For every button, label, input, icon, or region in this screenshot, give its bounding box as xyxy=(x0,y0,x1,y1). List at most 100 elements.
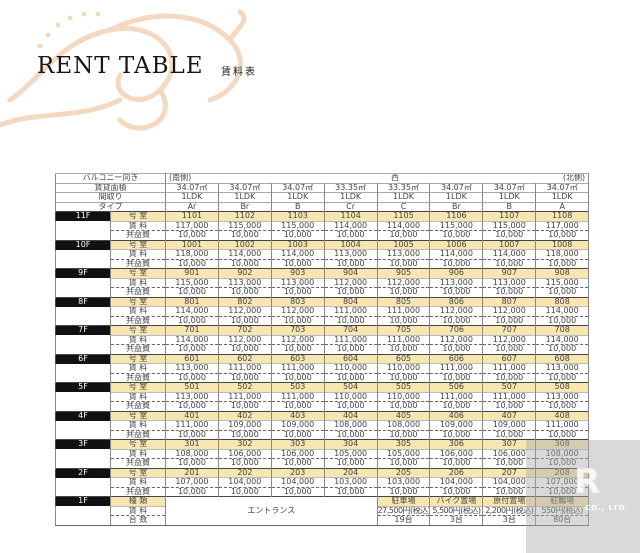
floor-label: 5F xyxy=(55,382,111,392)
type-value: A xyxy=(535,201,590,212)
kind-label: 種 類 xyxy=(110,496,166,506)
room-number: 704 xyxy=(323,325,378,335)
rent-value: 115,000 xyxy=(217,220,272,231)
parking-rent: 27,500円(税込) xyxy=(376,505,431,516)
room-number: 1006 xyxy=(429,239,484,250)
layout-value: 1LDK xyxy=(165,192,219,202)
fee-value: 10,000 xyxy=(323,458,378,468)
rent-value: 114,000 xyxy=(482,249,537,259)
rent-value: 105,000 xyxy=(376,448,431,459)
room-number: 505 xyxy=(376,382,431,392)
page-title: RENT TABLE xyxy=(37,53,204,79)
rent-value: 113,000 xyxy=(535,363,590,373)
page-subtitle: 賃料表 xyxy=(221,67,257,78)
floor-blank xyxy=(55,230,111,240)
fee-row: 共益費 10,000 10,000 10,000 10,000 10,000 10,000 1… xyxy=(55,486,590,497)
fee-value: 10,000 xyxy=(376,287,431,297)
fee-value: 10,000 xyxy=(482,258,537,269)
room-label: 号 室 xyxy=(110,239,166,250)
rent-table: バルコニー向き (南側) 西 (北側) 賃貸面積 34.07㎡ 34.07㎡ 34.07㎡ 33… xyxy=(55,173,590,526)
rent-value: 115,000 xyxy=(270,220,325,231)
fee-value: 10,000 xyxy=(217,287,272,297)
parking-kind: 駐車場 xyxy=(376,496,431,506)
room-number: 1001 xyxy=(165,239,219,250)
area-value: 33.35㎡ xyxy=(376,182,431,193)
type-value: Br xyxy=(217,201,272,212)
parking-rent: 5,500円(税込) xyxy=(429,505,484,516)
fee-row: 共益費 10,000 10,000 10,000 10,000 10,000 10,000 1… xyxy=(55,258,590,269)
parking-kind: バイク置場 xyxy=(429,496,484,506)
room-number: 503 xyxy=(270,382,325,392)
room-row: 6F 号 室 601 602 603 604 605 606 607 608 xyxy=(55,353,590,364)
floor-blank xyxy=(55,249,111,259)
room-number: 301 xyxy=(165,439,219,449)
room-number: 1106 xyxy=(429,211,484,221)
rent-value: 113,000 xyxy=(270,277,325,288)
room-number: 1004 xyxy=(323,239,378,250)
fee-value: 10,000 xyxy=(429,287,484,297)
fee-value: 10,000 xyxy=(323,287,378,297)
balcony-label: バルコニー向き xyxy=(55,173,166,183)
type-value: B xyxy=(482,201,537,212)
room-number: 707 xyxy=(482,325,537,335)
rent-value: 117,000 xyxy=(535,220,590,231)
rent-value: 111,000 xyxy=(270,363,325,373)
fee-value: 10,000 xyxy=(535,315,590,326)
fee-value: 10,000 xyxy=(217,230,272,240)
fee-value: 10,000 xyxy=(323,258,378,269)
layout-value: 1LDK xyxy=(217,192,272,202)
rent-label: 賃 料 xyxy=(110,363,166,373)
type-value: B xyxy=(270,201,325,212)
fee-value: 10,000 xyxy=(535,258,590,269)
room-number: 405 xyxy=(376,410,431,421)
room-number: 901 xyxy=(165,268,219,278)
fee-value: 10,000 xyxy=(323,486,378,497)
area-row: 賃貸面積 34.07㎡ 34.07㎡ 34.07㎡ 33.35㎡ 33.35㎡ 34.07㎡… xyxy=(55,182,590,193)
fee-value: 10,000 xyxy=(270,230,325,240)
room-number: 406 xyxy=(429,410,484,421)
floor-blank xyxy=(55,477,111,487)
fee-value: 10,000 xyxy=(535,429,590,440)
floor-blank xyxy=(55,306,111,316)
fee-value: 10,000 xyxy=(535,458,590,468)
rent-value: 113,000 xyxy=(376,249,431,259)
fee-label: 共益費 xyxy=(110,230,166,240)
room-label: 号 室 xyxy=(110,211,166,221)
rent-value: 112,000 xyxy=(323,277,378,288)
rent-value: 112,000 xyxy=(270,334,325,345)
rent-value: 110,000 xyxy=(323,363,378,373)
floor-label: 10F xyxy=(55,239,111,250)
fee-value: 10,000 xyxy=(376,372,431,383)
room-number: 907 xyxy=(482,268,537,278)
rent-value: 106,000 xyxy=(270,448,325,459)
rent-value: 113,000 xyxy=(165,391,219,402)
rent-row: 賃 料 114,000 112,000 112,000 111,000 111,000 11… xyxy=(55,334,590,345)
room-label: 号 室 xyxy=(110,268,166,278)
rent-value: 109,000 xyxy=(270,420,325,430)
room-number: 203 xyxy=(270,467,325,478)
fee-value: 10,000 xyxy=(482,429,537,440)
fee-value: 10,000 xyxy=(270,372,325,383)
room-number: 801 xyxy=(165,296,219,307)
rent-value: 113,000 xyxy=(482,277,537,288)
rent-value: 111,000 xyxy=(429,363,484,373)
rent-value: 104,000 xyxy=(270,477,325,487)
fee-value: 10,000 xyxy=(165,429,219,440)
floor-label: 11F xyxy=(55,211,111,221)
rent-value: 111,000 xyxy=(376,306,431,316)
floor-blank xyxy=(55,344,111,354)
room-number: 306 xyxy=(429,439,484,449)
fee-value: 10,000 xyxy=(429,258,484,269)
count-label: 台 数 xyxy=(110,515,166,526)
rent-value: 113,000 xyxy=(429,277,484,288)
area-value: 34.07㎡ xyxy=(535,182,590,193)
rent-row: 賃 料 113,000 111,000 111,000 110,000 110,000 11… xyxy=(55,363,590,373)
floor-blank xyxy=(55,506,111,516)
rent-label: 賃 料 xyxy=(110,448,166,459)
fee-value: 10,000 xyxy=(429,458,484,468)
room-row: 9F 号 室 901 902 903 904 905 906 907 908 xyxy=(55,268,590,278)
parking-count: 80台 xyxy=(535,515,590,526)
room-number: 508 xyxy=(535,382,590,392)
floor-blank xyxy=(55,515,111,526)
layout-value: 1LDK xyxy=(482,192,537,202)
